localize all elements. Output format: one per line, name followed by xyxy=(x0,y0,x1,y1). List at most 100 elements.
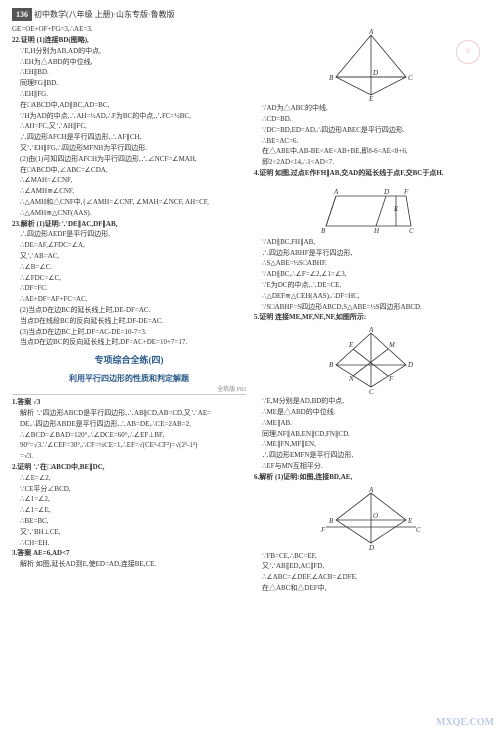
svg-text:A: A xyxy=(368,486,374,494)
text-line: ∵DC=BD,ED=AD,∴四边形ABEC是平行四边形. xyxy=(254,126,488,136)
text-line: ∴四边形AEDF是平行四边形, xyxy=(12,230,246,240)
text-line: ∴EH为△ABD的中位线, xyxy=(12,58,246,68)
svg-text:B: B xyxy=(321,227,326,235)
text-line: ∵AD∥BC,∴∠F=∠2,∠1=∠3, xyxy=(254,270,488,280)
text-line: ∴BE=BC, xyxy=(12,517,246,527)
text-line: ∵AD为△ABC的中线, xyxy=(254,104,488,114)
text-line: ∴EF与MN互相平分. xyxy=(254,462,488,472)
text-line: ∴EH∥FG. xyxy=(12,90,246,100)
svg-text:C: C xyxy=(416,526,421,534)
text-line: 又∵AB=AC, xyxy=(12,252,246,262)
text-line: ∵FB=CE,∴BC=EF, xyxy=(254,552,488,562)
svg-text:F: F xyxy=(388,375,394,383)
svg-text:C: C xyxy=(409,227,414,235)
text-line: 3.答案 AE=6,AD<7 xyxy=(12,549,246,559)
svg-text:D: D xyxy=(372,69,378,77)
text-line: 当点D在边BC的反向延长线上时,DF=AC+DE=10+7=17. xyxy=(12,338,246,348)
text-line: 解析 ∵四边形ABCD是平行四边形,∴AB∥CD,AB=CD,又∵AE= xyxy=(12,409,246,419)
quadrilateral-diagram: A B D C E M N F xyxy=(254,325,488,395)
text-line: 90°=√3.∵∠CEF=30°,∴CF=½CE=1,∴EF=√(CE²-CF²… xyxy=(12,441,246,451)
text-line: ∵H为AD的中点,∴AH=½AD,∴F为BC的中点,∴FC=½BC, xyxy=(12,112,246,122)
triangle-diagram: AB CDE xyxy=(254,27,488,102)
text-line: ∴DE=AF,∠FDC=∠A, xyxy=(12,241,246,251)
text-line: ∴S△ABE=½S□ABHF. xyxy=(254,259,488,269)
text-line: ∴ME是△ABD的中位线. xyxy=(254,408,488,418)
svg-text:A: A xyxy=(333,188,339,196)
text-line: ∴∠MAH=∠CNF, xyxy=(12,176,246,186)
text-line: ∵E,M分别是AD,BD的中点, xyxy=(254,397,488,407)
text-line: 在□ABCD中,∠ABC=∠CDA, xyxy=(12,166,246,176)
svg-text:N: N xyxy=(348,375,354,383)
text-line: 在△ABC和△DEF中, xyxy=(254,584,488,594)
text-line: ∴∠FDC=∠C, xyxy=(12,274,246,284)
quadrilateral2-diagram: A B E D F C O xyxy=(254,485,488,550)
text-line: ∴EH∥BD. xyxy=(12,68,246,78)
text-line: ∴∠1=∠2, xyxy=(12,495,246,505)
stamp-mark: 颐 xyxy=(456,40,480,64)
text-line: (2)当点D在边BC的延长线上时,DE-DF=AC. xyxy=(12,306,246,316)
svg-text:F: F xyxy=(403,188,409,196)
text-line: 在□ABCD中,AD∥BC,AD=BC, xyxy=(12,101,246,111)
left-column: GE=OE+OF+FG=3,∴AE=3.22.证明 (1)连接BD(图略),∵E… xyxy=(12,25,246,595)
text-line: 22.证明 (1)连接BD(图略), xyxy=(12,36,246,46)
text-line: DE,∴四边形ABDE是平行四边形,∴AB=DE,∴CE=2AB=2, xyxy=(12,420,246,430)
text-line: ∴DF=FC. xyxy=(12,284,246,294)
svg-text:C: C xyxy=(369,388,374,395)
text-line: 又∵AB∥ED,AC∥FD, xyxy=(254,562,488,572)
text-line: 同理FG∥BD. xyxy=(12,79,246,89)
svg-text:O: O xyxy=(373,512,378,520)
svg-text:B: B xyxy=(329,361,334,369)
text-line: 当点D在线段BC的反向延长线上时,DF-DE=AC. xyxy=(12,317,246,327)
svg-text:A: A xyxy=(368,28,374,36)
svg-text:E: E xyxy=(407,517,413,525)
text-line: ∴ME∥AB. xyxy=(254,419,488,429)
text-line: ∴BE=AC=6. xyxy=(254,137,488,147)
svg-text:E: E xyxy=(368,95,374,102)
page-number: 136 xyxy=(12,8,32,21)
text-line: ∴∠BCD=∠BAD=120°,∴∠DCE=60°,∴∠EF⊥BF, xyxy=(12,431,246,441)
svg-text:F: F xyxy=(320,526,326,534)
text-line: ∴∠AMH≌∠CNF, xyxy=(12,187,246,197)
svg-text:D: D xyxy=(368,544,374,550)
text-line: ∴∠ABC=∠DEF,∠ACB=∠DFE. xyxy=(254,573,488,583)
text-line: ∴ME∥FN,MF∥EN, xyxy=(254,440,488,450)
text-line: ∵E为DC的中点,∴DE=CE, xyxy=(254,281,488,291)
text-line: ∴△DEF≌△CEH(AAS),∴DF=HC, xyxy=(254,292,488,302)
text-line: 又∵BH⊥CE, xyxy=(12,528,246,538)
text-line: 同理,NF∥AB,EN∥CD,FN∥CD. xyxy=(254,430,488,440)
text-line: (3)当点D在边BC上时,DF=AC-DE=10-7=3. xyxy=(12,328,246,338)
svg-text:E: E xyxy=(348,341,354,349)
section-title-sub: 利用平行四边形的性质和判定解题 xyxy=(12,373,246,384)
svg-text:H: H xyxy=(373,227,380,235)
text-line: 23.解析 (1)证明:∵DE∥AC,DF∥AB, xyxy=(12,220,246,230)
text-line: ∴△AMH和△CNF中,{∠AMH=∠CNF, ∠MAH=∠NCF, AH=CF… xyxy=(12,198,246,208)
svg-text:D: D xyxy=(407,361,413,369)
text-line: =√3. xyxy=(12,452,246,462)
text-line: ∴四边形AFCH是平行四边形,∴AF∥CH, xyxy=(12,133,246,143)
text-line: 6.解析 (1)证明:如图,连接BD,AE, xyxy=(254,473,488,483)
text-line: ∴四边形EMFN是平行四边形, xyxy=(254,451,488,461)
svg-text:M: M xyxy=(388,341,396,349)
text-line: 1.答案 √3 xyxy=(12,398,246,408)
text-line: ∴四边形ABHF是平行四边形, xyxy=(254,249,488,259)
parallelogram-diagram: ADF BHC E xyxy=(254,181,488,236)
svg-text:B: B xyxy=(329,517,334,525)
text-line: 又∵EH∥FG,∴四边形MFNH为平行四边形. xyxy=(12,144,246,154)
text-line: ∴∠E=∠2, xyxy=(12,474,246,484)
watermark: MXQE.COM xyxy=(436,716,494,730)
text-line: 4.证明 如图,过点E作FH∥AB,交AD的延长线于点F,交BC于点H. xyxy=(254,169,488,179)
header-title: 初中数学(八年级 上册)·山东专版·鲁教版 xyxy=(34,10,175,19)
text-line: ∴∠1=∠E, xyxy=(12,506,246,516)
page-container: 颐 136 初中数学(八年级 上册)·山东专版·鲁教版 GE=OE+OF+FG=… xyxy=(0,0,500,736)
svg-text:C: C xyxy=(408,74,413,82)
tag-bar: 全练版 P83 xyxy=(12,386,246,395)
text-line: 5.证明 连接ME,MF,NE,NF,如图所示: xyxy=(254,313,488,323)
svg-text:A: A xyxy=(368,326,374,334)
text-line: (2)由(1)可知四边形AFCH为平行四边形,∴∠NCF=∠MAH, xyxy=(12,155,246,165)
text-line: 2.证明 ∵在□ABCD中,BE∥DC, xyxy=(12,463,246,473)
text-line: ∴CH=EH. xyxy=(12,539,246,549)
section-title-main: 专项综合全练(四) xyxy=(12,354,246,367)
text-line: 在△ABE中,AB-BE<AE<AB+BE,即8-6<AE<8+6, xyxy=(254,147,488,157)
text-line: 即2<2AD<14,∴1<AD<7. xyxy=(254,158,488,168)
text-line: ∵S□ABHF=S四边形ABCD,S△ABE=½S四边形ABCD. xyxy=(254,303,488,313)
